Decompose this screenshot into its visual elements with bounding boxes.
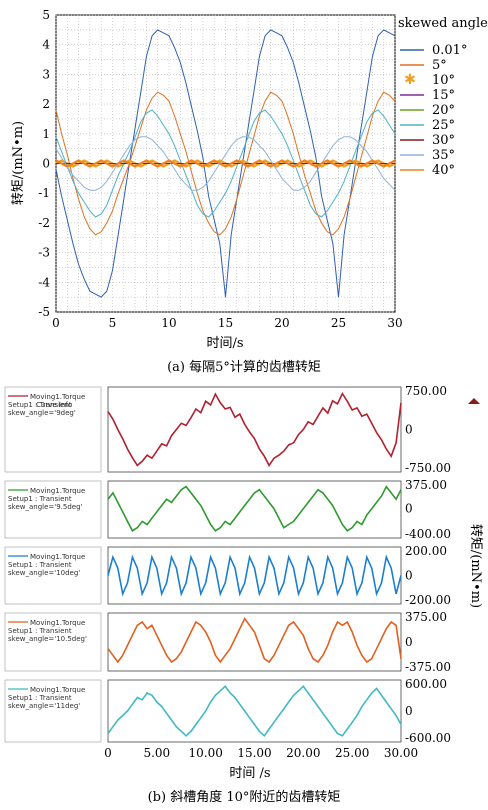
series-line [55, 136, 396, 191]
bottom-ytick-label: 0 [405, 635, 413, 649]
bottom-ytick-label: 200.00 [405, 544, 447, 558]
legend-label: 25° [432, 118, 455, 133]
bottom-ytick-label: -200.00 [405, 593, 451, 607]
bottom-ytick-label: 375.00 [405, 478, 447, 492]
bottom-legend-setup: Setup1 : Transient [8, 694, 72, 702]
top-xtick-label: 30 [387, 316, 402, 330]
bottom-xtick-label: 10.00 [188, 746, 222, 760]
bottom-legend-box [4, 612, 102, 672]
bottom-xtick-label: 5.00 [143, 746, 170, 760]
legend-star-icon: ✱ [404, 72, 416, 88]
top-caption: (a) 每隔5°计算的齿槽转矩 [167, 359, 321, 375]
bottom-legend-label: Moving1.Torque [30, 393, 85, 401]
bottom-legend-param: skew_angle='10.5deg' [8, 635, 87, 643]
series-line [55, 29, 396, 298]
bottom-ytick-label: 375.00 [405, 610, 447, 624]
bottom-xtick-label: 15.00 [237, 746, 271, 760]
top-ytick-label: 0 [42, 157, 50, 171]
bottom-ytick-label: 0 [405, 423, 413, 437]
top-ytick-label: -5 [38, 305, 50, 319]
top-series [55, 29, 396, 298]
top-xlabel: 时间/s [206, 336, 243, 351]
bottom-legend-header: Curve Info [36, 401, 72, 409]
bottom-series-line [107, 554, 402, 597]
legend-label: 0.01° [432, 43, 467, 58]
top-ytick-label: 2 [42, 97, 50, 111]
bottom-ytick-label: 0 [405, 502, 413, 516]
bottom-legend-label: Moving1.Torque [30, 487, 85, 495]
bottom-series-line [107, 685, 402, 738]
corner-marker-icon [468, 398, 480, 404]
bottom-panel-frame [107, 386, 402, 473]
legend-label: 15° [432, 88, 455, 103]
top-xtick-label: 25 [331, 316, 346, 330]
bottom-legend-label: Moving1.Torque [30, 553, 85, 561]
legend-label: 30° [432, 133, 455, 148]
legend-label: 10° [432, 73, 455, 88]
bottom-xtick-label: 30.00 [384, 746, 418, 760]
series-line [55, 91, 396, 236]
top-grid [55, 14, 396, 313]
series-line [55, 109, 396, 218]
bottom-xlabel: 时间 /s [229, 766, 270, 781]
bottom-legend-box [4, 386, 102, 473]
top-ytick-label: -3 [38, 246, 50, 260]
top-xtick-label: 5 [109, 316, 117, 330]
bottom-ytick-label: -750.00 [405, 461, 451, 475]
bottom-legend-label: Moving1.Torque [30, 686, 85, 694]
top-ytick-label: 1 [42, 127, 50, 141]
bottom-panel-frame [107, 679, 402, 743]
top-ytick-label: -4 [38, 275, 50, 289]
bottom-ytick-label: -600.00 [405, 731, 451, 745]
bottom-series-line [107, 617, 402, 664]
top-xtick-label: 15 [218, 316, 233, 330]
top-ylabel: 转矩/(mN•m) [11, 121, 26, 205]
bottom-legend-param: skew_angle='9.5deg' [8, 503, 83, 511]
bottom-legend-param: skew_angle='10deg' [8, 569, 80, 577]
series-line [55, 159, 396, 168]
bottom-legend-box [4, 679, 102, 743]
bottom-panel-frame [107, 480, 402, 539]
bottom-series-line [107, 391, 402, 467]
legend-label: 40° [432, 163, 455, 178]
bottom-caption: (b) 斜槽角度 10°附近的齿槽转矩 [148, 789, 341, 805]
top-ytick-label: 4 [42, 38, 50, 52]
bottom-legend-label: Moving1.Torque [30, 619, 85, 627]
bottom-ytick-label: 600.00 [405, 677, 447, 691]
legend-label: 35° [432, 148, 455, 163]
legend-title: skewed angle [398, 16, 488, 31]
bottom-panel-frame [107, 612, 402, 672]
bottom-legend-setup: Setup1 : Transient [8, 627, 72, 635]
top-ytick-label: -2 [38, 216, 50, 230]
legend-label: 20° [432, 103, 455, 118]
bottom-ytick-label: 0 [405, 569, 413, 583]
bottom-legend-param: skew_angle='9deg' [8, 409, 76, 417]
top-xtick-label: 10 [161, 316, 176, 330]
top-ytick-label: 3 [42, 67, 50, 81]
bottom-ytick-label: 0 [405, 704, 413, 718]
bottom-ytick-label: 750.00 [405, 384, 447, 398]
top-legend: 0.01°5° ✱ 10°15°20°25°30°35°40° [400, 43, 467, 178]
bottom-ylabel: 转矩/(mN•m) [468, 524, 483, 608]
bottom-series-line [107, 485, 402, 532]
bottom-legend-param: skew_angle='11deg' [8, 702, 80, 710]
bottom-legend-setup: Setup1 : Transient [8, 495, 72, 503]
bottom-xtick-label: 20.00 [286, 746, 320, 760]
bottom-ytick-label: -375.00 [405, 660, 451, 674]
top-ytick-label: 5 [42, 8, 50, 22]
bottom-xaxis: 0 5.00 10.00 15.00 20.00 25.00 30.00 [104, 746, 418, 760]
bottom-legend-setup: Setup1 : Transient [8, 401, 72, 409]
top-xtick-label: 20 [274, 316, 289, 330]
bottom-xtick-label: 0 [104, 746, 112, 760]
bottom-ytick-label: -400.00 [405, 527, 451, 541]
bottom-panel-frame [107, 546, 402, 605]
top-xtick-label: 0 [52, 316, 60, 330]
bottom-xtick-label: 25.00 [335, 746, 369, 760]
top-ytick-label: -1 [38, 186, 50, 200]
legend-label: 5° [432, 58, 447, 73]
bottom-legend-setup: Setup1 : Transient [8, 561, 72, 569]
